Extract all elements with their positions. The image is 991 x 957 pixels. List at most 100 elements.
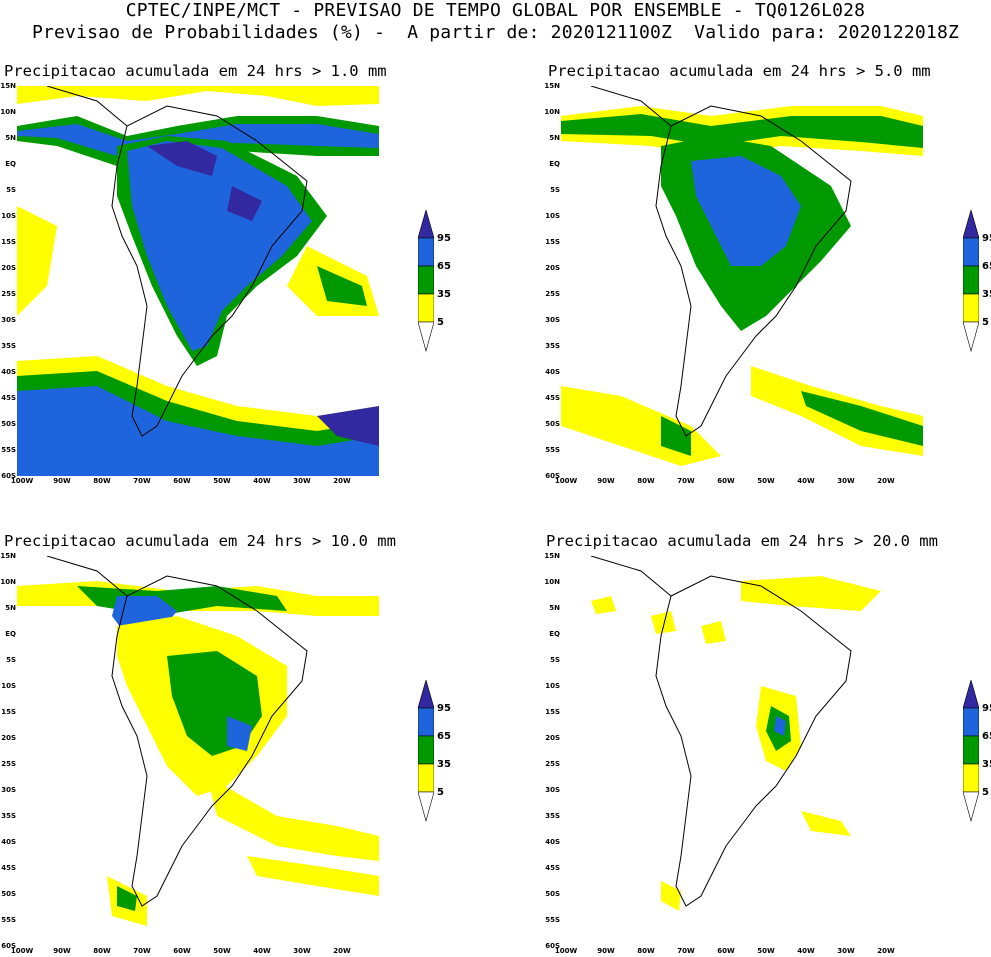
lat-label: 5N: [549, 134, 560, 142]
lon-label: 100W: [10, 477, 34, 485]
lon-label: 80W: [637, 947, 655, 955]
lat-label: 10S: [1, 682, 16, 690]
lat-label: EQ: [5, 630, 16, 638]
legend-label-65: 65: [982, 731, 991, 742]
lat-label: 35S: [1, 812, 16, 820]
legend-panel-2: 95 65 35 5: [963, 210, 991, 352]
legend-panel-1: 95 65 35 5: [418, 210, 478, 352]
lat-label: 10S: [1, 212, 16, 220]
lat-label: 55S: [1, 916, 16, 924]
lat-label: 45S: [545, 394, 560, 402]
lon-label: 50W: [213, 947, 231, 955]
panel-4-title: Precipitacao acumulada em 24 hrs > 20.0 …: [546, 532, 938, 550]
lat-label: 45S: [1, 394, 16, 402]
legend-label-95: 95: [982, 233, 991, 244]
legend-label-35: 35: [982, 289, 991, 300]
lat-label: 10S: [545, 212, 560, 220]
lon-label: 70W: [133, 947, 151, 955]
lat-label: 25S: [545, 760, 560, 768]
lon-label: 60W: [717, 477, 735, 485]
lat-label: 50S: [545, 420, 560, 428]
lon-label: 50W: [757, 477, 775, 485]
lat-label: 60S: [545, 472, 560, 480]
lon-label: 90W: [53, 947, 71, 955]
lon-label: 100W: [10, 947, 34, 955]
lat-label: 50S: [1, 420, 16, 428]
panel-3-title: Precipitacao acumulada em 24 hrs > 10.0 …: [4, 532, 396, 550]
lon-label: 60W: [717, 947, 735, 955]
lon-label: 70W: [677, 947, 695, 955]
lat-label: 50S: [545, 890, 560, 898]
lon-label: 60W: [173, 477, 191, 485]
lon-label: 80W: [637, 477, 655, 485]
lat-label: 55S: [1, 446, 16, 454]
lon-label: 50W: [757, 947, 775, 955]
legend-label-95: 95: [982, 703, 991, 714]
lon-label: 80W: [93, 477, 111, 485]
lat-label: 25S: [1, 760, 16, 768]
subtitle: Previsao de Probabilidades (%) - A parti…: [31, 22, 960, 43]
legend-label-65: 65: [437, 261, 451, 272]
lon-label: 80W: [93, 947, 111, 955]
lon-label: 30W: [837, 477, 855, 485]
legend-label-5: 5: [437, 787, 444, 798]
map-panel-1mm: [17, 86, 379, 476]
lat-label: 30S: [545, 316, 560, 324]
lon-label: 90W: [597, 477, 615, 485]
lon-label: 20W: [333, 477, 351, 485]
lat-label: 5N: [549, 604, 560, 612]
lat-label: 10N: [0, 108, 16, 116]
lon-label: 90W: [53, 477, 71, 485]
lat-label: 5N: [5, 134, 16, 142]
legend-label-5: 5: [982, 317, 989, 328]
lat-label: 15S: [545, 238, 560, 246]
legend-label-5: 5: [437, 317, 444, 328]
lon-label: 30W: [293, 947, 311, 955]
lat-label: 15S: [1, 708, 16, 716]
lon-label: 100W: [554, 477, 578, 485]
lat-label: 40S: [545, 838, 560, 846]
lat-label: 20S: [545, 264, 560, 272]
legend-label-5: 5: [982, 787, 989, 798]
lat-label: 55S: [545, 446, 560, 454]
lon-label: 20W: [333, 947, 351, 955]
lon-label: 40W: [253, 947, 271, 955]
lon-label: 30W: [837, 947, 855, 955]
lat-label: 15N: [0, 82, 16, 90]
lat-label: 15S: [1, 238, 16, 246]
lat-label: 40S: [1, 838, 16, 846]
lat-label: 35S: [545, 342, 560, 350]
lat-label: 20S: [1, 734, 16, 742]
lat-label: 50S: [1, 890, 16, 898]
lat-label: 15N: [544, 552, 560, 560]
lat-label: 5S: [550, 656, 560, 664]
lat-label: 5N: [5, 604, 16, 612]
legend-label-35: 35: [437, 759, 451, 770]
lat-label: 10N: [544, 108, 560, 116]
lat-label: 60S: [1, 942, 16, 950]
lat-label: 5S: [550, 186, 560, 194]
lat-label: 35S: [545, 812, 560, 820]
legend-label-65: 65: [982, 261, 991, 272]
lat-label: 15N: [544, 82, 560, 90]
lon-label: 40W: [797, 477, 815, 485]
lat-label: EQ: [549, 630, 560, 638]
legend-label-65: 65: [437, 731, 451, 742]
lat-label: 5S: [6, 656, 16, 664]
lat-label: 60S: [545, 942, 560, 950]
lat-label: EQ: [5, 160, 16, 168]
lat-label: 15S: [545, 708, 560, 716]
lon-label: 20W: [877, 477, 895, 485]
legend-label-95: 95: [437, 233, 451, 244]
lat-label: 35S: [1, 342, 16, 350]
lat-label: 30S: [545, 786, 560, 794]
lat-label: 25S: [545, 290, 560, 298]
main-title: CPTEC/INPE/MCT - PREVISAO DE TEMPO GLOBA…: [125, 0, 866, 21]
panel-1-title: Precipitacao acumulada em 24 hrs > 1.0 m…: [4, 62, 387, 80]
lon-label: 40W: [797, 947, 815, 955]
lat-label: 15N: [0, 552, 16, 560]
lon-label: 60W: [173, 947, 191, 955]
lon-label: 30W: [293, 477, 311, 485]
map-panel-20mm: [561, 556, 923, 946]
lon-label: 70W: [677, 477, 695, 485]
